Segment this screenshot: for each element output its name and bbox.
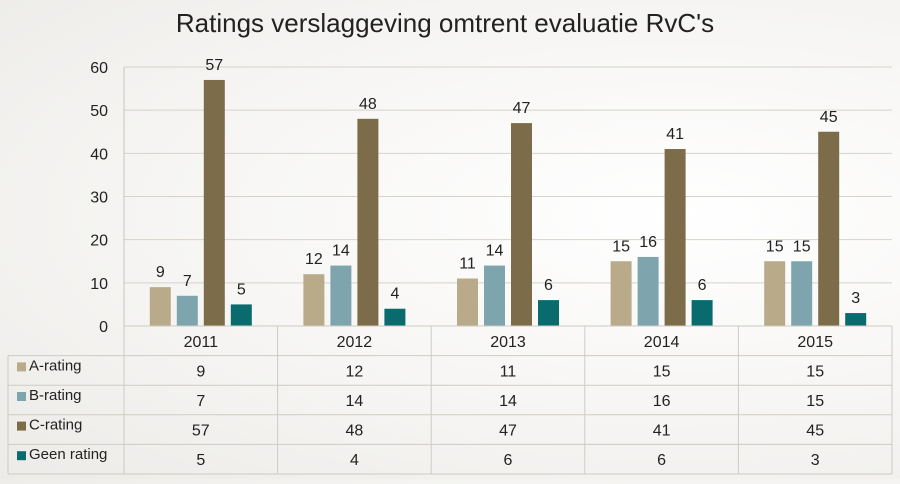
data-label: 15 (612, 238, 630, 255)
bar-geen-rating-2013 (538, 300, 559, 326)
bar-b-rating-2013 (484, 265, 505, 326)
bar-c-rating-2012 (357, 118, 379, 326)
table-cell: 12 (346, 363, 364, 380)
table-cell: 45 (806, 423, 824, 440)
table-header-2011: 2011 (184, 334, 219, 351)
table-cell: 6 (657, 452, 666, 469)
bar-a-rating-2013 (457, 278, 478, 326)
table-cell: 9 (196, 363, 205, 380)
bar-a-rating-2015 (764, 261, 786, 326)
data-label: 15 (766, 238, 784, 255)
bar-c-rating-2015 (818, 131, 840, 326)
table-cell: 48 (346, 423, 364, 440)
bar-c-rating-2014 (664, 149, 686, 326)
y-tick-label: 10 (90, 276, 108, 293)
data-label: 41 (666, 126, 684, 143)
y-tick-label: 30 (90, 190, 108, 207)
table-cell: 7 (196, 393, 205, 410)
bar-c-rating-2011 (203, 79, 225, 326)
bar-b-rating-2014 (637, 256, 659, 326)
data-label: 7 (183, 273, 192, 290)
data-label: 6 (544, 277, 553, 294)
data-label: 48 (359, 96, 377, 113)
bar-geen-rating-2011 (230, 304, 252, 326)
data-label: 4 (390, 286, 399, 303)
bar-a-rating-2014 (610, 261, 632, 326)
data-label: 6 (698, 277, 707, 294)
bar-b-rating-2015 (791, 261, 813, 326)
table-cell: 15 (806, 393, 824, 410)
table-cell: 5 (196, 452, 205, 469)
y-tick-label: 40 (90, 146, 108, 163)
table-cell: 3 (811, 452, 820, 469)
bars (149, 79, 867, 326)
bar-a-rating-2012 (303, 274, 325, 326)
legend-label: Geen rating (29, 446, 107, 463)
legend-key (17, 451, 26, 461)
table-cell: 16 (653, 393, 671, 410)
data-label: 45 (820, 109, 838, 126)
bar-c-rating-2013 (511, 123, 532, 326)
bar-a-rating-2011 (149, 287, 171, 326)
table-cell: 4 (350, 452, 359, 469)
table-cell: 14 (499, 393, 517, 410)
data-label: 47 (513, 100, 531, 117)
data-label: 11 (459, 256, 476, 273)
data-label: 14 (332, 243, 350, 260)
table-cell: 6 (504, 452, 513, 469)
table-cell: 11 (500, 363, 517, 380)
data-label: 57 (205, 57, 223, 74)
table-header-2015: 2015 (797, 334, 833, 351)
y-tick-label: 0 (99, 319, 108, 336)
table-cell: 14 (346, 393, 364, 410)
table-header-2014: 2014 (644, 334, 680, 351)
data-table: 2011 2012 2013 2014 2015 A-rating 9 12 11 15 15 B-r… (7, 325, 893, 475)
grid-layer (124, 66, 892, 327)
data-label: 9 (156, 264, 165, 281)
data-label: 15 (793, 238, 811, 255)
legend-key (17, 421, 26, 431)
data-label: 5 (237, 281, 246, 298)
bar-geen-rating-2014 (691, 300, 713, 326)
data-label: 12 (305, 251, 323, 268)
y-axis: 0 10 20 30 40 50 60 (90, 60, 125, 336)
table-header-2012: 2012 (337, 334, 373, 351)
data-label: 3 (851, 290, 860, 307)
table-header-2013: 2013 (490, 334, 526, 351)
legend-key (17, 392, 26, 401)
table-cell: 41 (653, 423, 671, 440)
bar-b-rating-2012 (330, 265, 352, 326)
legend-key (17, 362, 26, 372)
data-label: 16 (639, 234, 657, 251)
bar-geen-rating-2012 (384, 308, 406, 326)
table-cell: 15 (653, 363, 671, 380)
chart-title: Ratings verslaggeving omtrent evaluatie … (176, 8, 714, 38)
data-label: 14 (486, 243, 504, 260)
legend-label: A-rating (29, 357, 82, 374)
y-tick-label: 20 (90, 233, 108, 250)
table-cell: 57 (192, 423, 210, 440)
table-cell: 15 (806, 363, 824, 380)
bar-b-rating-2011 (176, 295, 198, 326)
y-tick-label: 50 (90, 103, 108, 120)
legend-label: C-rating (29, 417, 82, 434)
legend-label: B-rating (29, 387, 82, 404)
y-tick-label: 60 (90, 60, 108, 77)
bar-geen-rating-2015 (845, 313, 867, 326)
table-cell: 47 (499, 423, 517, 440)
data-labels: 9 7 57 5 12 14 48 4 11 14 47 6 15 16 41 6 15 15 45 3 (156, 57, 860, 307)
